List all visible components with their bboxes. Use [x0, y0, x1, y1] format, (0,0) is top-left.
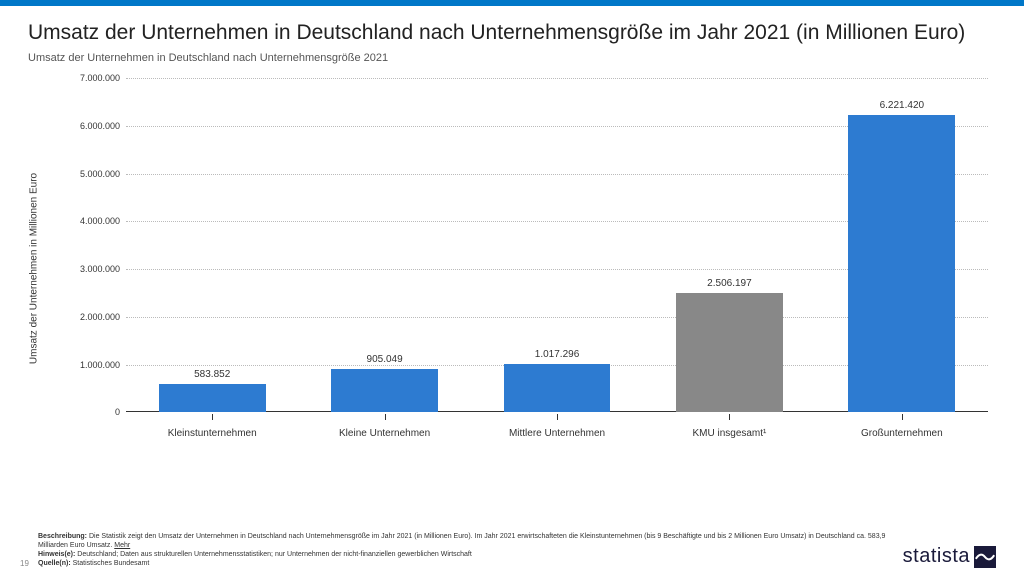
- y-tick-label: 1.000.000: [80, 360, 126, 370]
- x-axis-category-label: Kleine Unternehmen: [298, 414, 470, 448]
- x-axis-category-label: Großunternehmen: [816, 414, 988, 448]
- bar-value-label: 2.506.197: [707, 278, 752, 289]
- hint-label: Hinweis(e):: [38, 551, 75, 558]
- bar-value-label: 6.221.420: [880, 100, 925, 111]
- source-label: Quelle(n):: [38, 560, 71, 567]
- x-axis-category-label: KMU insgesamt¹: [643, 414, 815, 448]
- y-tick-label: 2.000.000: [80, 312, 126, 322]
- chart-subtitle: Umsatz der Unternehmen in Deutschland na…: [28, 52, 996, 64]
- y-tick-label: 7.000.000: [80, 73, 126, 83]
- y-tick-label: 6.000.000: [80, 121, 126, 131]
- hint-text: Deutschland; Daten aus strukturellen Unt…: [75, 551, 471, 558]
- y-tick-label: 4.000.000: [80, 216, 126, 226]
- bar-slot: 2.506.197: [643, 78, 815, 412]
- plot-area: 01.000.0002.000.0003.000.0004.000.0005.0…: [126, 78, 988, 412]
- bar-slot: 6.221.420: [816, 78, 988, 412]
- bar: [331, 369, 438, 412]
- bars-group: 583.852 905.049 1.017.296 2.506.197 6.221.42…: [126, 78, 988, 412]
- desc-label: Beschreibung:: [38, 533, 87, 540]
- chart-container: Umsatz der Unternehmen in Millionen Euro…: [64, 78, 988, 448]
- bar-value-label: 905.049: [367, 354, 403, 365]
- statista-logo: statista: [903, 545, 996, 568]
- desc-text: Die Statistik zeigt den Umsatz der Unter…: [38, 533, 885, 549]
- bar: [159, 384, 266, 412]
- y-tick-label: 5.000.000: [80, 169, 126, 179]
- chart-title: Umsatz der Unternehmen in Deutschland na…: [28, 20, 996, 46]
- content-region: Umsatz der Unternehmen in Deutschland na…: [0, 6, 1024, 448]
- y-axis-label: Umsatz der Unternehmen in Millionen Euro: [29, 173, 40, 364]
- x-axis-category-label: Mittlere Unternehmen: [471, 414, 643, 448]
- x-axis-labels: KleinstunternehmenKleine UnternehmenMitt…: [126, 414, 988, 448]
- logo-text: statista: [903, 545, 970, 568]
- bar-slot: 583.852: [126, 78, 298, 412]
- more-link[interactable]: Mehr: [114, 542, 130, 549]
- y-tick-label: 3.000.000: [80, 264, 126, 274]
- source-text: Statistisches Bundesamt: [71, 560, 150, 567]
- x-tick-mark: [557, 414, 558, 420]
- bar: [676, 293, 783, 413]
- y-tick-label: 0: [115, 407, 126, 417]
- bar-slot: 905.049: [298, 78, 470, 412]
- bar-value-label: 583.852: [194, 369, 230, 380]
- bar-value-label: 1.017.296: [535, 349, 580, 360]
- x-axis-category-label: Kleinstunternehmen: [126, 414, 298, 448]
- page-number: 19: [20, 559, 30, 568]
- bar: [504, 364, 611, 413]
- x-tick-mark: [385, 414, 386, 420]
- bar: [848, 115, 955, 412]
- logo-wave-icon: [974, 546, 996, 568]
- bar-slot: 1.017.296: [471, 78, 643, 412]
- x-tick-mark: [729, 414, 730, 420]
- x-tick-mark: [902, 414, 903, 420]
- footnotes: Beschreibung: Die Statistik zeigt den Um…: [38, 532, 895, 568]
- x-tick-mark: [212, 414, 213, 420]
- footer-region: 19 Beschreibung: Die Statistik zeigt den…: [0, 528, 1024, 576]
